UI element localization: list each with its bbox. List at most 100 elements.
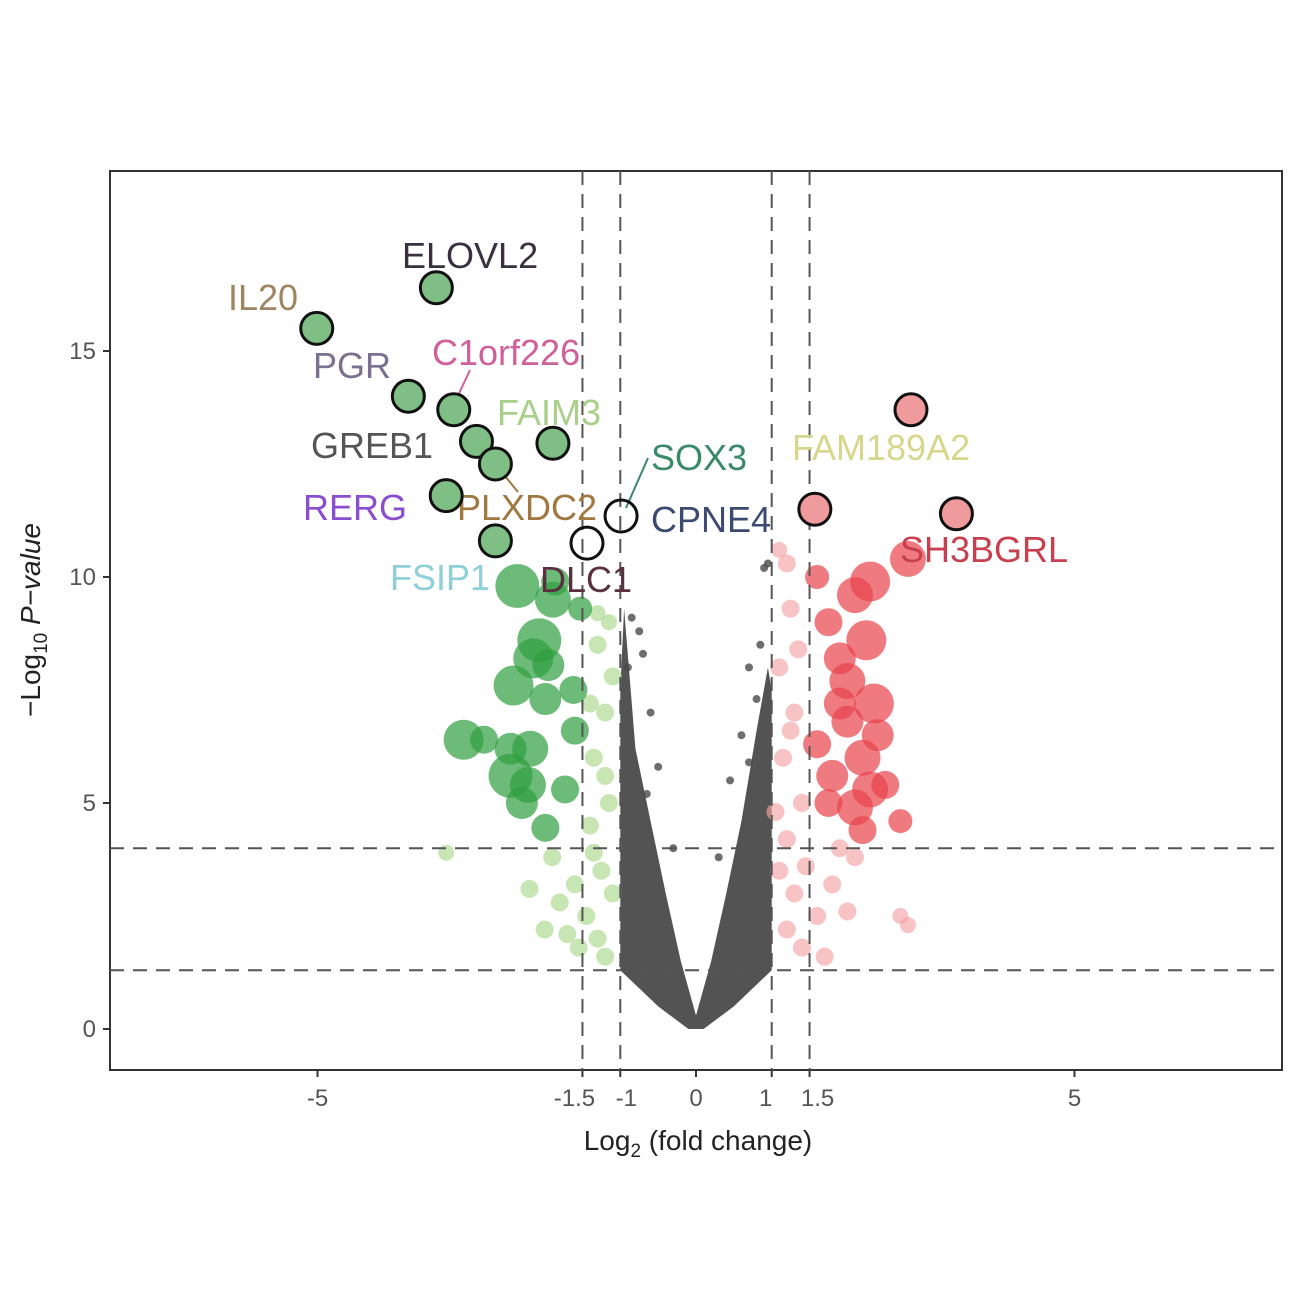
data-point-down-weak (596, 947, 615, 966)
data-point-up-weak (796, 857, 815, 876)
x-tick-label: -1 (616, 1085, 637, 1112)
x-tick-label: 1 (759, 1085, 772, 1112)
data-point-down-weak (603, 884, 622, 903)
data-point-down-weak (603, 667, 622, 686)
gene-label: FSIP1 (390, 557, 490, 598)
gene-label: ELOVL2 (402, 235, 538, 276)
data-point-down-weak (535, 920, 554, 939)
gene-label: PGR (313, 345, 391, 386)
data-point-not-significant (726, 776, 735, 785)
data-point-down-weak (596, 766, 615, 785)
gene-label: RERG (303, 487, 407, 528)
gene-label: GREB1 (311, 425, 433, 466)
data-point-not-significant (639, 649, 648, 658)
x-tick-label: 5 (1068, 1085, 1081, 1112)
data-point-down-strong (551, 775, 580, 804)
highlighted-gene-point (428, 478, 464, 514)
data-point-up-weak (777, 554, 796, 573)
label-leader-line (625, 457, 649, 509)
data-point-up-strong (844, 739, 881, 776)
plot-marks (438, 540, 926, 1029)
data-point-up-weak (771, 541, 788, 558)
highlighted-gene-point (458, 423, 494, 459)
gene-label: FAM189A2 (792, 427, 970, 468)
data-point-up-strong (888, 809, 913, 834)
data-point-up-weak (838, 902, 857, 921)
data-point-up-strong (814, 608, 843, 637)
data-point-up-strong (803, 730, 832, 759)
data-point-not-significant (714, 853, 723, 862)
data-point-up-weak (774, 748, 793, 767)
data-point-up-strong (814, 789, 843, 817)
y-tick-label: 5 (83, 790, 96, 817)
data-point-down-weak (584, 748, 603, 767)
gene-label: PLXDC2 (457, 487, 597, 528)
x-tick-label: -1.5 (554, 1085, 595, 1112)
gene-label: DLC1 (540, 559, 632, 600)
data-point-not-significant (623, 663, 632, 672)
data-point-down-weak (584, 843, 603, 862)
gene-label: SH3BGRL (900, 529, 1068, 570)
gene-label: IL20 (228, 277, 298, 318)
data-point-up-weak (785, 703, 804, 722)
axes: -5 -1.5 -1 0 1 1.5 5 0 5 10 15 (69, 338, 1081, 1112)
y-tick-label: 15 (69, 338, 96, 365)
y-axis-label: −Log10 P−value (15, 523, 52, 717)
data-point-down-strong (532, 649, 565, 682)
data-point-up-strong (846, 620, 887, 661)
data-point-up-weak (777, 830, 796, 849)
data-point-down-weak (558, 925, 577, 944)
data-point-up-weak (781, 599, 800, 618)
x-tick-label: -5 (307, 1085, 328, 1112)
data-point-down-weak (543, 848, 562, 867)
gene-label: FAIM3 (497, 392, 601, 433)
data-point-down-strong (512, 730, 549, 767)
gene-label: C1orf226 (432, 332, 580, 373)
data-point-up-strong (836, 577, 873, 614)
x-tick-label: 0 (689, 1085, 702, 1112)
data-point-up-weak (792, 794, 811, 812)
data-point-down-weak (520, 879, 539, 898)
data-point-up-weak (766, 803, 785, 822)
data-point-up-weak (781, 721, 800, 740)
data-point-up-weak (789, 640, 808, 659)
data-point-up-strong (823, 687, 856, 720)
data-point-down-weak (588, 635, 607, 654)
highlighted-gene-point (893, 392, 929, 428)
data-point-up-weak (792, 938, 811, 957)
data-point-down-strong (495, 564, 540, 609)
data-point-up-weak (815, 947, 834, 966)
data-point-not-significant (744, 758, 753, 767)
data-point-down-weak (569, 938, 588, 957)
data-point-not-significant (752, 695, 761, 704)
highlighted-gene-point (797, 491, 833, 527)
highlighted-gene-point (938, 496, 974, 532)
data-point-down-weak (596, 703, 615, 722)
data-point-down-strong (531, 813, 560, 842)
data-point-down-strong (529, 683, 562, 716)
data-point-up-weak (785, 884, 804, 903)
data-point-down-weak (565, 875, 584, 894)
highlighted-gene-point (477, 446, 513, 482)
data-point-not-significant (744, 663, 753, 672)
threshold-lines (110, 171, 1282, 1070)
data-point-up-weak (823, 875, 842, 894)
data-point-down-strong (443, 719, 484, 760)
gene-labels: ELOVL2 IL20 PGR C1orf226 GREB1 PLXDC2 FAIM3 RER… (228, 235, 1068, 600)
data-point-up-weak (777, 920, 796, 939)
data-point-not-significant (642, 789, 651, 798)
data-point-up-weak (770, 861, 789, 880)
data-point-down-strong (505, 787, 538, 819)
highlighted-gene-point (299, 310, 335, 346)
data-point-not-significant (635, 627, 644, 636)
x-tick-label: 1.5 (801, 1085, 834, 1112)
data-point-down-weak (599, 794, 618, 812)
data-point-up-weak (845, 848, 864, 867)
data-point-up-strong (805, 565, 830, 589)
data-point-down-strong (560, 716, 589, 745)
data-point-up-strong (853, 683, 894, 724)
data-point-up-strong (871, 770, 900, 799)
x-axis-label: Log2 (fold change) (584, 1125, 813, 1162)
data-point-not-significant (627, 613, 636, 622)
